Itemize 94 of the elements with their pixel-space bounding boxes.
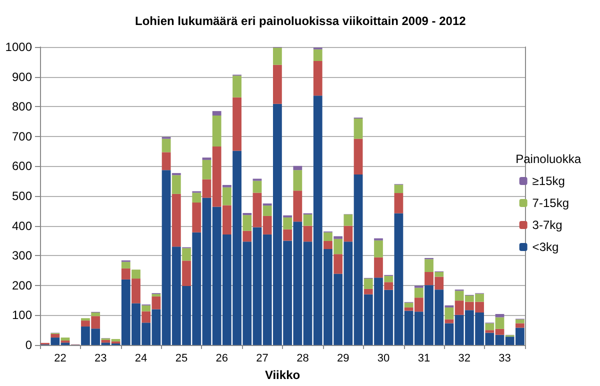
bar: [121, 262, 130, 268]
bar: [384, 282, 394, 290]
bar: [313, 61, 322, 96]
bar: [232, 97, 242, 151]
bar: [212, 111, 222, 116]
bar: [354, 138, 363, 175]
bar: [283, 217, 292, 230]
x-tick-label: 27: [256, 352, 268, 364]
bar: [232, 76, 242, 98]
y-tick-label: 0: [25, 338, 32, 352]
bar: [303, 214, 312, 226]
bar: [374, 257, 383, 278]
bar: [242, 230, 252, 242]
y-tick-label: 300: [12, 248, 32, 263]
bar: [444, 307, 454, 320]
bar: [414, 288, 424, 298]
bar: [495, 314, 504, 318]
bar: [394, 193, 404, 214]
bar: [283, 229, 292, 241]
legend-label: 7-15kg: [532, 196, 570, 210]
bar: [172, 194, 181, 247]
bar: [334, 236, 343, 239]
y-tick-label: 800: [12, 100, 32, 114]
bar: [91, 312, 100, 316]
bar: [324, 241, 332, 250]
bar: [262, 206, 272, 216]
bar: [132, 270, 140, 279]
x-tick-label: 25: [175, 352, 188, 364]
bar: [81, 318, 90, 321]
bar: [60, 338, 70, 341]
y-tick-label: 100: [12, 308, 32, 322]
bar: [344, 226, 353, 242]
bar: [344, 214, 353, 226]
bar: [50, 334, 60, 338]
legend-label: 3-7kg: [532, 218, 562, 232]
x-axis-title: Viikko: [264, 368, 300, 382]
y-tick-label: 700: [12, 129, 32, 144]
bar: [252, 180, 262, 193]
y-tick-label: 900: [12, 70, 32, 84]
legend-label: ≥15kg: [532, 174, 565, 188]
chart-title: Lohien lukumäärä eri painoluokissa viikoittain 2009 - 2012: [135, 14, 466, 28]
bar: [364, 288, 373, 294]
bar: [212, 116, 222, 147]
bar: [354, 118, 363, 139]
bar: [516, 323, 524, 328]
x-tick-label: 23: [94, 352, 107, 364]
legend-label: <3kg: [532, 240, 559, 254]
x-tick-label: 26: [216, 352, 228, 364]
y-tick-label: 600: [12, 159, 32, 174]
bar: [192, 202, 202, 232]
bar: [242, 212, 252, 216]
x-tick-label: 29: [337, 352, 350, 364]
y-tick-label: 500: [12, 189, 32, 203]
x-tick-label: 22: [54, 352, 66, 364]
x-tick-label: 24: [134, 352, 148, 364]
bar: [202, 160, 212, 180]
bar: [303, 226, 312, 242]
x-tick-label: 32: [458, 352, 470, 364]
bar: [404, 302, 414, 308]
bar: [334, 254, 343, 274]
bar: [313, 49, 322, 62]
bar: [192, 192, 202, 203]
bar: [293, 170, 302, 191]
bar: [152, 296, 161, 310]
x-tick-label: 31: [418, 352, 430, 364]
bar: [273, 48, 282, 65]
bar: [273, 64, 282, 104]
x-tick-label: 28: [296, 352, 309, 364]
bar: [293, 190, 302, 222]
bar: [293, 166, 302, 170]
bar: [142, 311, 151, 323]
bar: [516, 319, 524, 324]
bar: [424, 259, 434, 272]
bar: [222, 187, 232, 206]
bar: [434, 272, 444, 277]
bar: [374, 240, 383, 258]
bar: [364, 278, 373, 289]
bar: [182, 260, 191, 286]
x-tick-label: 30: [377, 352, 390, 364]
bar: [384, 276, 394, 282]
bar: [172, 175, 181, 194]
y-tick-label: 1000: [5, 40, 32, 54]
legend-title: Painoluokka: [516, 152, 582, 166]
bar: [162, 138, 171, 152]
bar: [242, 215, 252, 231]
bar: [222, 184, 232, 188]
y-tick-label: 400: [12, 218, 32, 233]
bar: [394, 184, 404, 194]
y-tick-label: 200: [12, 278, 32, 292]
x-tick-label: 33: [498, 352, 511, 364]
bar: [262, 203, 272, 206]
bar: [182, 248, 191, 261]
bar: [142, 305, 151, 312]
bar: [162, 152, 171, 170]
